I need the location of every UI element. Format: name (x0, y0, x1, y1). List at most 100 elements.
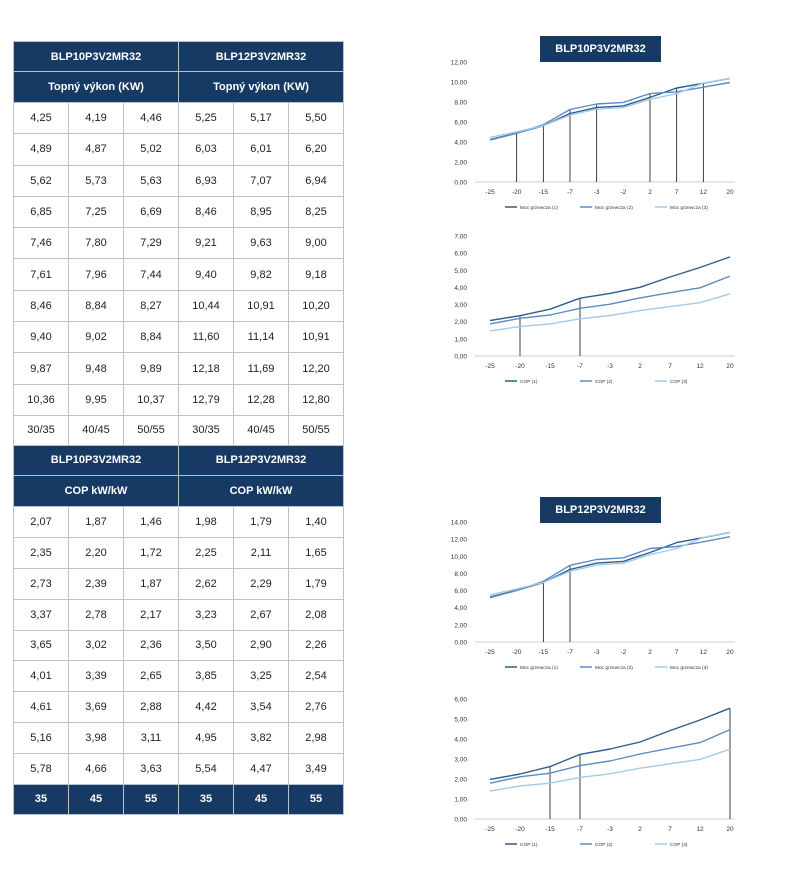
y-tick-label: 6,00 (454, 588, 467, 595)
model-header: BLP10P3V2MR32 (13, 444, 179, 476)
legend-label: Moc grzewcza (2) (595, 205, 633, 211)
footer-cell: 45 (68, 783, 124, 815)
table-cell: 4,25 (13, 101, 69, 135)
table-cell: 12,79 (178, 383, 234, 416)
cop-chart-blp12: 0,00 1,00 2,00 3,00 4,00 5,00 6,00 -25 -20 -15 -7 -… (454, 697, 735, 848)
table-cell: 9,89 (123, 352, 179, 385)
table-cell: 7,29 (123, 227, 179, 260)
temperature-cell: 40/45 (233, 414, 289, 446)
x-tick-label: 12 (696, 826, 704, 833)
table-cell: 1,87 (123, 567, 179, 600)
x-tick-label: -20 (512, 649, 522, 656)
table-cell: 5,62 (13, 164, 69, 197)
table-cell: 2,73 (13, 567, 69, 600)
table-cell: 1,79 (233, 505, 289, 538)
x-tick-label: -15 (539, 189, 549, 196)
table-cell: 3,98 (68, 722, 124, 755)
table-cell: 2,17 (123, 598, 179, 631)
table-cell: 12,20 (288, 352, 344, 385)
y-tick-label: 12,00 (451, 60, 468, 67)
y-tick-label: 14,00 (451, 520, 468, 527)
table-cell: 4,87 (68, 133, 124, 166)
table-row: 4,61 3,69 2,88 4,42 3,54 2,76 (13, 691, 344, 724)
table-row: 5,16 3,98 3,11 4,95 3,82 2,98 (13, 722, 344, 755)
x-tick-label: 2 (638, 363, 642, 370)
table-cell: 5,54 (178, 753, 234, 785)
temperature-row: 30/35 40/45 50/55 30/35 40/45 50/55 (13, 414, 344, 446)
x-tick-label: -15 (545, 363, 555, 370)
table-cell: 3,39 (68, 660, 124, 693)
table-cell: 4,89 (13, 133, 69, 166)
x-tick-label: -3 (594, 649, 600, 656)
table-cell: 9,02 (68, 321, 124, 354)
table-cell: 1,40 (288, 505, 344, 538)
footer-cell: 35 (13, 783, 69, 815)
table-cell: 9,95 (68, 383, 124, 416)
y-tick-label: 2,00 (454, 319, 467, 326)
table-cell: 2,36 (123, 629, 179, 662)
table-cell: 4,66 (68, 753, 124, 785)
table-cell: 7,96 (68, 258, 124, 291)
table-cell: 7,44 (123, 258, 179, 291)
footer-cell: 55 (123, 783, 179, 815)
x-tick-label: 20 (726, 649, 734, 656)
table-cell: 3,85 (178, 660, 234, 693)
legend-label: Moc grzewcza (1) (520, 205, 558, 211)
table-row: 9,87 9,48 9,89 12,18 11,69 12,20 (13, 352, 344, 385)
legend-label: COP (1) (520, 379, 538, 385)
series-line-2 (489, 536, 731, 599)
x-tick-label: -20 (515, 826, 525, 833)
table-cell: 2,26 (288, 629, 344, 662)
table-cell: 2,65 (123, 660, 179, 693)
x-tick-label: -2 (620, 649, 626, 656)
table-cell: 1,79 (288, 567, 344, 600)
table-cell: 2,25 (178, 536, 234, 569)
x-tick-label: -25 (485, 826, 495, 833)
table-cell: 2,11 (233, 536, 289, 569)
y-tick-label: 0,00 (454, 640, 467, 647)
table-cell: 5,78 (13, 753, 69, 785)
table-cell: 5,50 (288, 101, 344, 135)
table-row: 3,65 3,02 2,36 3,50 2,90 2,26 (13, 629, 344, 662)
legend-label: COP (1) (520, 842, 538, 848)
x-tick-label: 12 (700, 649, 708, 656)
table-cell: 4,01 (13, 660, 69, 693)
y-tick-label: 4,00 (454, 140, 467, 147)
table-cell: 7,80 (68, 227, 124, 260)
table-cell: 9,00 (288, 227, 344, 260)
table-cell: 5,17 (233, 101, 289, 135)
x-tick-label: -25 (485, 649, 495, 656)
table-cell: 1,98 (178, 505, 234, 538)
table-cell: 4,47 (233, 753, 289, 785)
model-header: BLP10P3V2MR32 (13, 41, 179, 72)
table-cell: 9,18 (288, 258, 344, 291)
table-row: 4,25 4,19 4,46 5,25 5,17 5,50 (13, 101, 344, 135)
x-tick-label: -7 (567, 189, 573, 196)
table-cell: 2,78 (68, 598, 124, 631)
table-cell: 9,87 (13, 352, 69, 385)
table-row: 2,07 1,87 1,46 1,98 1,79 1,40 (13, 505, 344, 538)
chart-title-blp12: BLP12P3V2MR32 (540, 497, 661, 523)
table-cell: 7,07 (233, 164, 289, 197)
y-tick-label: 2,00 (454, 160, 467, 167)
x-tick-label: -20 (512, 189, 522, 196)
y-tick-label: 0,00 (454, 180, 467, 187)
table-cell: 11,69 (233, 352, 289, 385)
series-line-3 (489, 748, 731, 792)
table-row: 2,35 2,20 1,72 2,25 2,11 1,65 (13, 536, 344, 569)
x-tick-label: -3 (607, 363, 613, 370)
table-cell: 8,46 (13, 289, 69, 323)
y-tick-label: 12,00 (451, 537, 468, 544)
legend-label: Moc grzewcza (1) (520, 665, 558, 671)
table-cell: 2,62 (178, 567, 234, 600)
table-cell: 11,14 (233, 321, 289, 354)
model-header-row: BLP10P3V2MR32 BLP12P3V2MR32 (13, 444, 344, 476)
y-tick-label: 0,00 (454, 354, 467, 361)
subheader-row: COP kW/kW COP kW/kW (13, 474, 344, 507)
performance-table: BLP10P3V2MR32 BLP12P3V2MR32 Topný výkon (K… (13, 41, 344, 815)
table-cell: 10,20 (288, 289, 344, 323)
y-tick-label: 6,00 (454, 697, 467, 704)
model-header: BLP12P3V2MR32 (178, 41, 344, 72)
x-tick-label: 2 (648, 649, 652, 656)
x-tick-label: 2 (648, 189, 652, 196)
